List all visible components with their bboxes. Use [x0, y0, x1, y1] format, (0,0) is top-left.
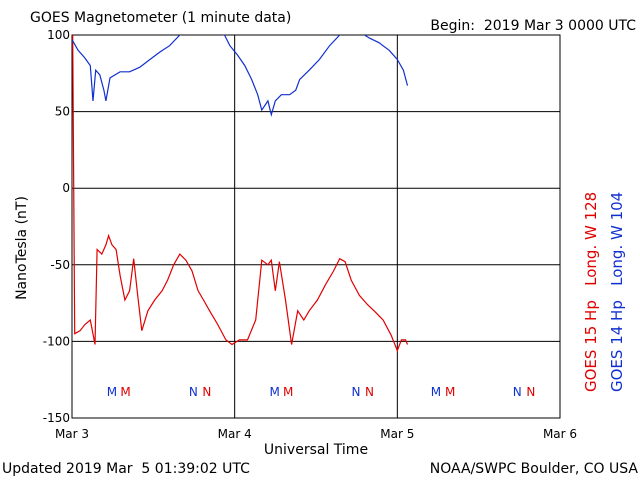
- time-marker: M: [120, 385, 130, 399]
- y-tick-label: 0: [62, 181, 70, 195]
- footer-left: Updated 2019 Mar 5 01:39:02 UTC: [2, 461, 250, 477]
- time-marker: N: [189, 385, 198, 399]
- data-line: [72, 35, 409, 118]
- y-tick-label: -100: [43, 334, 70, 348]
- time-marker: M: [431, 385, 441, 399]
- x-tick-label: Mar 5: [380, 427, 414, 441]
- time-marker: N: [351, 385, 360, 399]
- time-marker: N: [202, 385, 211, 399]
- footer-right: NOAA/SWPC Boulder, CO USA: [430, 461, 639, 477]
- y-tick-label: 100: [47, 28, 70, 42]
- chart-title: GOES Magnetometer (1 minute data): [30, 10, 291, 26]
- plot-area: [72, 35, 409, 353]
- time-marker: N: [365, 385, 374, 399]
- time-marker: N: [526, 385, 535, 399]
- y-axis-label: NanoTesla (nT): [14, 196, 30, 300]
- time-marker: N: [513, 385, 522, 399]
- x-tick-label: Mar 6: [543, 427, 577, 441]
- x-tick-label: Mar 4: [218, 427, 252, 441]
- time-marker: M: [269, 385, 279, 399]
- y-tick-label: 50: [55, 105, 70, 119]
- y-tick-label: -50: [50, 258, 70, 272]
- legend-entry: GOES 14 Hp Long. W 104: [608, 192, 626, 392]
- legend-entry: GOES 15 Hp Long. W 128: [582, 192, 600, 392]
- chart-subtitle: Begin: 2019 Mar 3 0000 UTC: [430, 18, 636, 34]
- y-tick-label: -150: [43, 411, 70, 425]
- time-marker: M: [283, 385, 293, 399]
- time-marker: M: [445, 385, 455, 399]
- data-line: [72, 35, 409, 353]
- plot-frame: [71, 34, 561, 419]
- x-axis-label: Universal Time: [264, 442, 368, 458]
- time-marker: M: [107, 385, 117, 399]
- x-tick-label: Mar 3: [55, 427, 89, 441]
